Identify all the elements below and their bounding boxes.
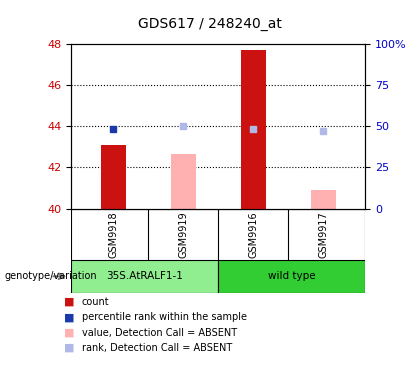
Text: wild type: wild type	[268, 271, 316, 281]
Bar	[101, 145, 126, 209]
Text: 35S.AtRALF1-1: 35S.AtRALF1-1	[106, 271, 184, 281]
Text: ■: ■	[64, 343, 75, 353]
Text: genotype/variation: genotype/variation	[4, 271, 97, 281]
Bar	[241, 50, 266, 209]
Text: GDS617 / 248240_at: GDS617 / 248240_at	[138, 17, 282, 31]
Text: percentile rank within the sample: percentile rank within the sample	[82, 312, 247, 322]
FancyBboxPatch shape	[218, 260, 365, 293]
Bar	[311, 190, 336, 209]
Text: rank, Detection Call = ABSENT: rank, Detection Call = ABSENT	[82, 343, 232, 353]
Text: ■: ■	[64, 297, 75, 307]
Text: GSM9916: GSM9916	[248, 211, 258, 258]
Bar	[241, 50, 266, 209]
Text: value, Detection Call = ABSENT: value, Detection Call = ABSENT	[82, 328, 237, 338]
Text: GSM9918: GSM9918	[108, 211, 118, 258]
Text: count: count	[82, 297, 110, 307]
Text: ■: ■	[64, 328, 75, 338]
Bar	[171, 154, 196, 209]
Text: ■: ■	[64, 312, 75, 322]
FancyBboxPatch shape	[71, 260, 218, 293]
Text: GSM9917: GSM9917	[318, 211, 328, 258]
Text: GSM9919: GSM9919	[178, 211, 189, 258]
